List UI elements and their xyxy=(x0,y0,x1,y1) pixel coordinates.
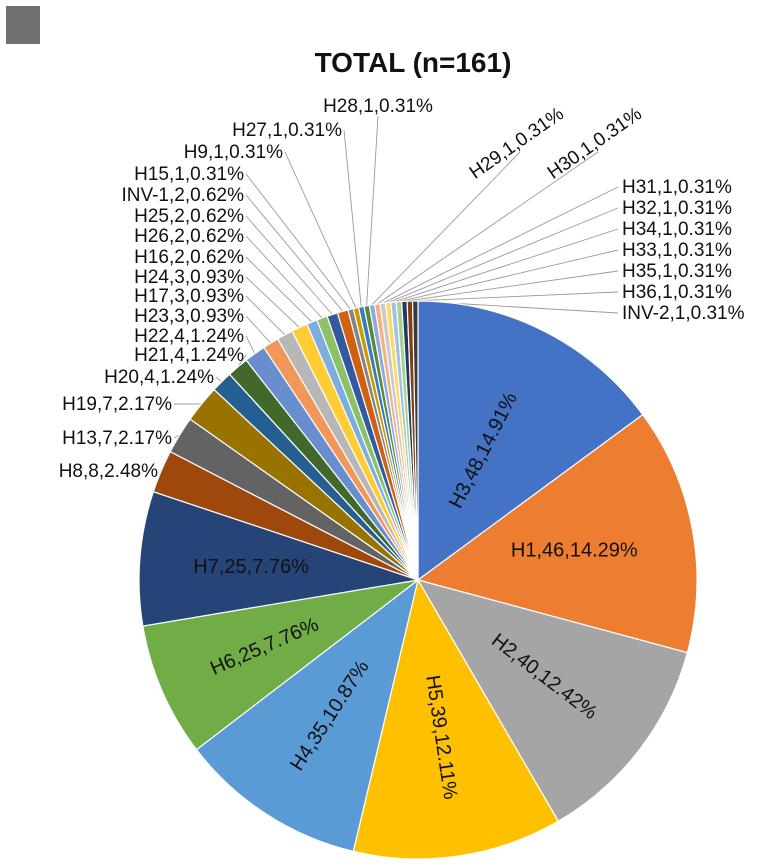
leader-line-h22 xyxy=(245,335,256,354)
leader-line-h25 xyxy=(245,215,333,315)
slice-label-h26: H26,2,0.62% xyxy=(134,226,244,247)
leader-line-h35 xyxy=(404,270,619,302)
slice-label-h21: H21,4,1.24% xyxy=(134,345,244,366)
slice-label-h20: H20,4,1.24% xyxy=(104,367,214,388)
slice-label-h36: H36,1,0.31% xyxy=(622,282,732,303)
slice-label-h1: H1,46,14.29% xyxy=(511,540,638,562)
pie-slice-h5 xyxy=(352,578,560,860)
slice-label-h23: H23,3,0.93% xyxy=(134,306,244,327)
leader-line-h26 xyxy=(245,235,323,319)
leader-line-h15 xyxy=(245,173,351,310)
slice-label-h31: H31,1,0.31% xyxy=(622,177,732,198)
pie-slice-h3 xyxy=(417,300,644,582)
pie-slice-h2 xyxy=(416,579,689,822)
slice-label-h16: H16,2,0.62% xyxy=(134,247,244,268)
slice-label-h32: H32,1,0.31% xyxy=(622,198,732,219)
leader-line-h20 xyxy=(215,376,222,383)
leader-line-inv-1 xyxy=(245,194,344,312)
leader-line-h28 xyxy=(366,115,379,306)
pie-slice-h1 xyxy=(416,413,698,654)
leader-line-h9 xyxy=(284,151,357,309)
pie-slice-h7 xyxy=(138,490,419,627)
leader-line-h16 xyxy=(245,256,313,323)
pie-slice-h6 xyxy=(142,579,419,751)
slice-label-h15: H15,1,0.31% xyxy=(134,164,244,185)
leader-line-h27 xyxy=(343,129,362,307)
slice-label-inv-2: INV-2,1,0.31% xyxy=(622,303,745,324)
slice-label-inv-1: INV-1,2,0.62% xyxy=(121,185,244,206)
slice-label-h25: H25,2,0.62% xyxy=(134,206,244,227)
slice-label-h35: H35,1,0.31% xyxy=(622,261,732,282)
slice-label-h27: H27,1,0.31% xyxy=(232,120,342,141)
leader-line-h36 xyxy=(409,291,619,302)
leader-line-h23 xyxy=(245,315,272,344)
slice-label-h24: H24,3,0.93% xyxy=(134,267,244,288)
slice-label-h28: H28,1,0.31% xyxy=(323,96,433,117)
leader-line-h24 xyxy=(245,276,300,328)
leader-lines xyxy=(159,115,619,472)
leader-line-h33 xyxy=(398,249,619,303)
slice-label-h17: H17,3,0.93% xyxy=(134,286,244,307)
corner-mark xyxy=(6,6,40,44)
leader-line-h29 xyxy=(371,151,521,306)
leader-line-h32 xyxy=(387,207,619,304)
slice-label-h8: H8,8,2.48% xyxy=(59,461,158,482)
slice-label-h33: H33,1,0.31% xyxy=(622,240,732,261)
chart-title: TOTAL (n=161) xyxy=(315,47,512,78)
slice-label-h9: H9,1,0.31% xyxy=(184,142,283,163)
slice-label-h34: H34,1,0.31% xyxy=(622,219,732,240)
pie-slices xyxy=(138,300,698,860)
leader-line-h21 xyxy=(237,354,247,368)
slice-label-h13: H13,7,2.17% xyxy=(62,428,172,449)
leader-line-h31 xyxy=(382,186,619,304)
leader-line-h34 xyxy=(393,228,619,303)
pie-slice-inv-2 xyxy=(411,300,419,581)
pie-slice-h4 xyxy=(195,578,419,853)
slice-label-h19: H19,7,2.17% xyxy=(62,394,172,415)
leader-line-h30 xyxy=(377,151,599,305)
slice-label-h22: H22,4,1.24% xyxy=(134,326,244,347)
slice-label-h7: H7,25,7.76% xyxy=(193,556,309,578)
leader-line-h17 xyxy=(245,295,286,336)
